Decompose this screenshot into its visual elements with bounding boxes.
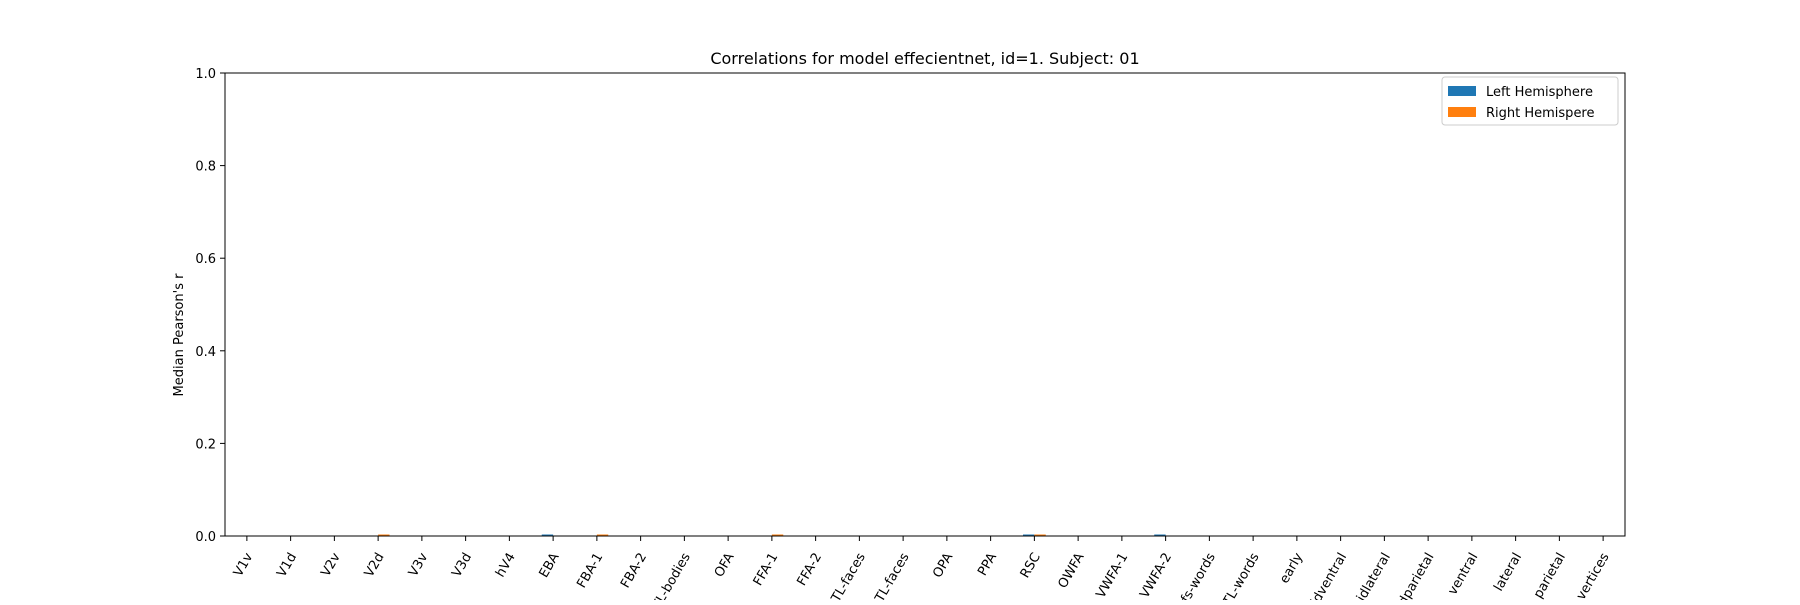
bar xyxy=(1034,534,1046,536)
x-tick-label: early xyxy=(1277,550,1306,586)
legend-swatch xyxy=(1448,86,1476,96)
x-tick-label: FBA-1 xyxy=(574,551,606,591)
chart-title: Correlations for model effecientnet, id=… xyxy=(710,49,1139,68)
plot-area: 0.0 0.2 0.4 0.6 0.8 1.0 V1v V1d V2v V2d V3v V3d hV4 E… xyxy=(195,67,1626,605)
legend-label: Right Hemispere xyxy=(1486,106,1595,121)
x-tick-label: aTL-faces xyxy=(869,550,913,600)
bar xyxy=(1154,534,1166,536)
x-tick-label: lateral xyxy=(1491,551,1525,595)
x-tick-label: V1v xyxy=(231,550,257,579)
x-tick-label: PPA xyxy=(975,550,1000,578)
x-tick-label: mTL-bodies xyxy=(643,550,694,600)
y-tick-label: 0.2 xyxy=(195,437,216,452)
x-tick-label: ventral xyxy=(1445,551,1481,598)
x-tick-label: mTL-faces xyxy=(822,550,868,600)
y-tick-label: 0.0 xyxy=(195,530,216,545)
x-tick-label: parietal xyxy=(1531,551,1569,601)
bar xyxy=(378,534,390,536)
x-tick-label: V2v xyxy=(318,550,344,579)
x-tick-label: V3d xyxy=(449,551,475,581)
y-tick-label: 0.6 xyxy=(195,252,216,267)
bar xyxy=(541,534,554,536)
x-tick-label: VWFA-1 xyxy=(1094,551,1132,601)
y-axis-label: Median Pearson's r xyxy=(172,273,187,397)
x-tick-label: midlateral xyxy=(1348,551,1394,601)
x-tick-label: OPA xyxy=(930,550,956,580)
bar xyxy=(596,534,609,536)
legend-box xyxy=(1441,76,1619,126)
y-tick-label: 1.0 xyxy=(195,67,216,82)
y-tick-label: 0.8 xyxy=(195,160,216,175)
bar xyxy=(1023,534,1035,536)
x-tick-label: FFA-2 xyxy=(794,551,825,589)
legend-swatch xyxy=(1448,107,1476,117)
x-tick-label: V1d xyxy=(274,551,300,581)
x-tick-label: mTL-words xyxy=(1214,550,1263,600)
plot-frame xyxy=(224,72,1626,537)
x-tick-label: FFA-1 xyxy=(751,551,782,589)
x-tick-label: FBA-2 xyxy=(618,551,650,591)
x-tick-label: RSC xyxy=(1018,551,1044,581)
x-tick-label: V2d xyxy=(362,551,388,581)
x-tick-label: EBA xyxy=(537,550,563,580)
x-tick-label: VWFA-2 xyxy=(1137,551,1175,601)
x-tick-label: V3v xyxy=(406,550,432,579)
x-tick-label: OFA xyxy=(712,550,738,580)
legend-label: Left Hemisphere xyxy=(1486,85,1593,100)
y-tick-label: 0.4 xyxy=(195,345,216,360)
bar xyxy=(771,534,784,536)
x-tick-label: midparietal xyxy=(1387,551,1437,601)
legend: Left Hemisphere Right Hemispere xyxy=(1441,76,1619,126)
x-tick-label: All vertices xyxy=(1564,550,1613,600)
x-tick-label: OWFA xyxy=(1055,550,1087,591)
x-tick-label: mfs-words xyxy=(1172,550,1219,600)
x-tick-label: hV4 xyxy=(493,551,519,581)
x-tick-label: midventral xyxy=(1302,551,1350,601)
